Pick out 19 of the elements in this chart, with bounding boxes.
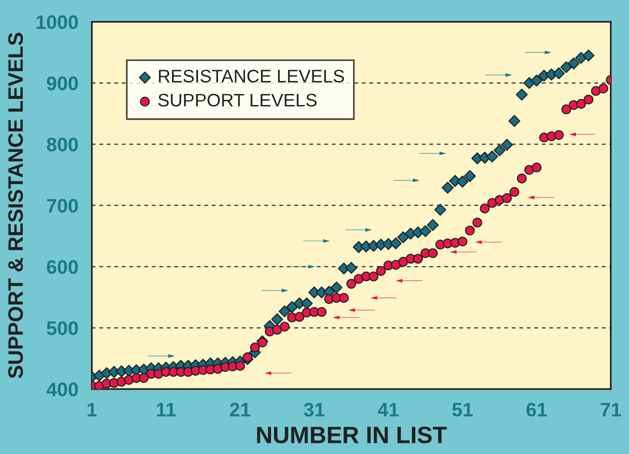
y-tick-label: 1000 bbox=[36, 15, 78, 30]
x-axis-title: NUMBER IN LIST bbox=[257, 426, 447, 444]
y-axis-title: SUPPORT & RESISTANCE LEVELS bbox=[8, 32, 23, 378]
legend-label: RESISTANCE LEVELS bbox=[158, 70, 344, 82]
y-tick-label: 800 bbox=[46, 138, 78, 152]
x-tick-label: 51 bbox=[452, 402, 473, 417]
y-tick-label: 400 bbox=[46, 382, 78, 396]
x-tick-label: 11 bbox=[156, 402, 176, 416]
x-tick-label: 71 bbox=[600, 402, 622, 416]
x-tick-label: 1 bbox=[88, 402, 97, 416]
y-tick-label: 900 bbox=[46, 76, 78, 90]
y-tick-label: 700 bbox=[47, 198, 78, 213]
y-tick-label: 600 bbox=[46, 260, 78, 274]
legend-label: SUPPORT LEVELS bbox=[158, 94, 317, 107]
x-tick-label: 31 bbox=[304, 402, 325, 417]
x-tick-label: 41 bbox=[378, 402, 399, 416]
x-tick-label: 61 bbox=[526, 402, 547, 417]
x-tick-label: 21 bbox=[230, 402, 250, 416]
y-tick-label: 500 bbox=[46, 321, 78, 336]
